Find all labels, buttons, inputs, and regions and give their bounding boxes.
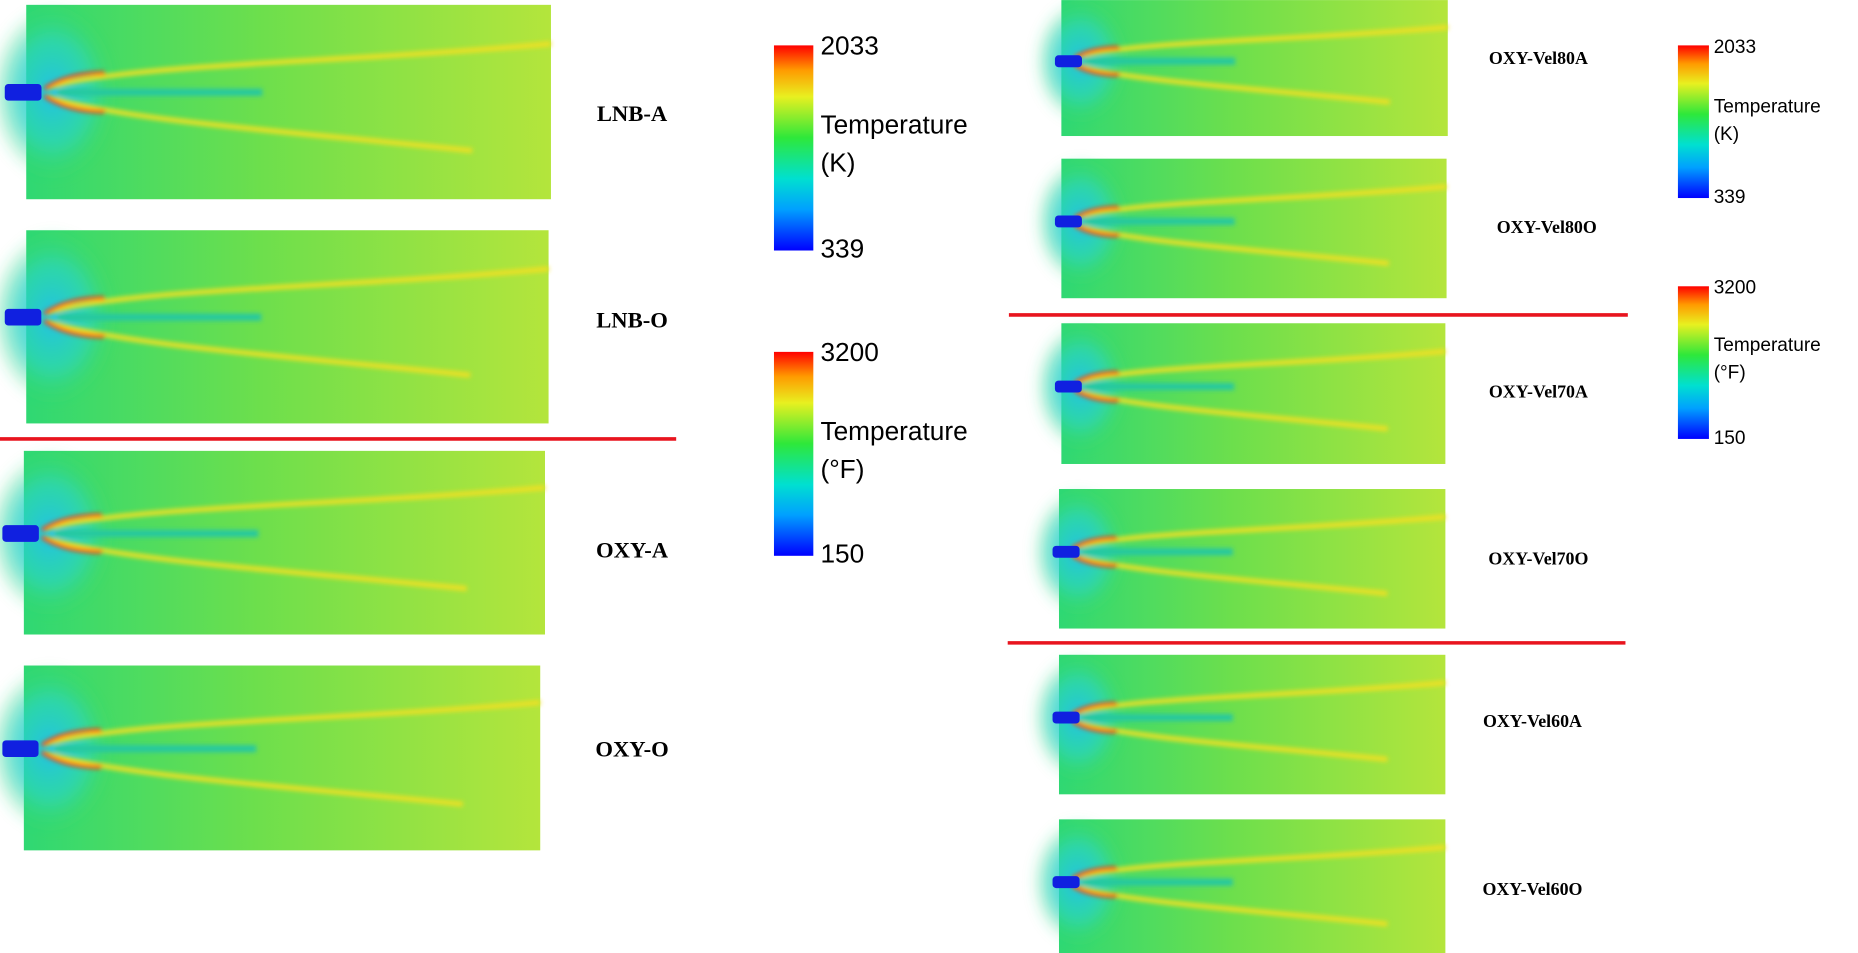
colorbar-max: 2033 (820, 31, 878, 61)
burner-jet (1052, 711, 1080, 724)
colorbar-unit: (°F) (1714, 362, 1746, 383)
streak (1076, 63, 1391, 105)
contour-panel (1031, 489, 1446, 629)
streak (46, 41, 552, 90)
panel-label: LNB-O (596, 307, 668, 332)
contour-panel (0, 450, 546, 635)
streak (46, 319, 471, 378)
streak (1076, 24, 1448, 59)
flame-streaks (1073, 184, 1447, 266)
streak (46, 94, 473, 154)
streak-hot (43, 296, 105, 339)
colorbar (773, 351, 814, 556)
burner-jet (1052, 876, 1080, 889)
burner-jet (1054, 380, 1082, 393)
streak (43, 751, 464, 807)
flame-streaks (1071, 680, 1446, 762)
streak (1076, 349, 1446, 385)
colorbar (1677, 286, 1709, 439)
contour-panel (1034, 158, 1447, 299)
flame-streaks (43, 41, 552, 154)
panel-label: OXY-O (595, 737, 668, 762)
burner-jet (1054, 215, 1082, 228)
contour-panel (0, 230, 549, 424)
streak (43, 700, 541, 747)
colorbar-max: 2033 (1714, 37, 1756, 58)
colorbar (1677, 45, 1709, 199)
streak (1073, 884, 1388, 927)
colorbar-max: 3200 (1714, 278, 1756, 299)
colorbar (773, 45, 814, 251)
panel-label: OXY-A (596, 537, 669, 562)
colorbar-title: Temperature (820, 416, 967, 446)
contour-panel (1034, 323, 1446, 464)
flame-streaks (1071, 514, 1446, 597)
burner-jet (1052, 545, 1080, 558)
colorbar-unit: (K) (820, 148, 855, 178)
cold-halo (0, 230, 116, 405)
burner-jet (2, 525, 39, 542)
contour-panel (1034, 0, 1448, 137)
colorbar-max: 3200 (820, 337, 878, 367)
colorbar-min: 339 (1714, 187, 1746, 208)
contour-panel (0, 665, 541, 851)
colorbar-min: 150 (1714, 428, 1746, 449)
panel-label: OXY-Vel70A (1489, 382, 1588, 402)
burner-jet (2, 740, 39, 758)
streak (1076, 184, 1447, 220)
streak (44, 485, 546, 532)
colorbar-title: Temperature (1714, 96, 1821, 117)
panel-label: LNB-A (597, 101, 668, 126)
streak (1073, 680, 1446, 716)
burner-jet (1054, 55, 1082, 68)
panel-label: OXY-Vel70O (1488, 549, 1588, 569)
burner-jet (4, 308, 42, 326)
streak (1076, 389, 1389, 432)
colorbar-min: 339 (820, 233, 864, 263)
streak (1073, 844, 1446, 880)
colorbar-title: Temperature (820, 109, 967, 139)
streak (1073, 554, 1388, 597)
panel-label: OXY-Vel60O (1482, 879, 1582, 899)
burner-jet (4, 83, 42, 101)
colorbar-unit: (K) (1714, 124, 1739, 145)
contour-panel (1031, 819, 1446, 953)
flame-streaks (41, 485, 546, 591)
streak-hot (41, 513, 103, 554)
streak (1076, 223, 1390, 266)
panel-label: OXY-Vel80A (1489, 48, 1588, 68)
streak (44, 535, 468, 591)
colorbar-min: 150 (820, 539, 864, 569)
streak (46, 266, 549, 315)
panel-label: OXY-Vel60A (1483, 711, 1582, 731)
flame-streaks (1073, 349, 1446, 432)
flame-streaks (43, 266, 549, 378)
streak-hot (43, 71, 105, 114)
flame-streaks (40, 700, 541, 807)
cold-halo (0, 4, 116, 180)
streak (1073, 514, 1446, 550)
streak (1073, 720, 1388, 762)
contour-panel (1031, 654, 1446, 795)
streak-hot (40, 728, 102, 769)
panel-label: OXY-Vel80O (1497, 217, 1597, 237)
colorbar-unit: (°F) (820, 454, 864, 484)
flame-streaks (1071, 844, 1446, 927)
contour-panel (0, 4, 552, 200)
colorbar-title: Temperature (1714, 335, 1821, 356)
